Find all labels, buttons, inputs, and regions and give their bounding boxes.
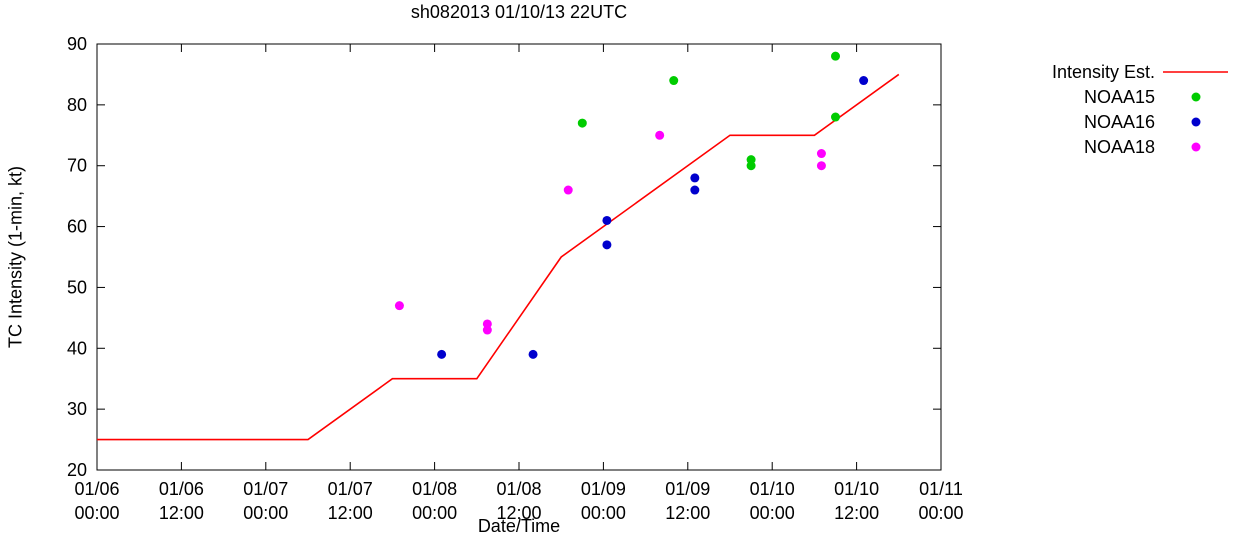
plot-border — [96, 43, 942, 471]
y-tick-label: 50 — [67, 277, 87, 297]
legend-label-intensity-est-: Intensity Est. — [1052, 62, 1155, 82]
x-tick-date: 01/06 — [159, 479, 204, 499]
x-tick-date: 01/08 — [412, 479, 457, 499]
x-tick-time: 12:00 — [665, 503, 710, 523]
x-tick-time: 12:00 — [834, 503, 879, 523]
y-tick-label: 20 — [67, 460, 87, 480]
series-points-noaa16 — [437, 76, 869, 359]
legend-label-noaa15: NOAA15 — [1084, 87, 1155, 107]
legend-dot-sample — [1191, 142, 1201, 152]
axis-ticks — [96, 43, 942, 471]
series-points-noaa15 — [577, 51, 840, 171]
y-tick-label: 90 — [67, 34, 87, 54]
y-tick-label: 70 — [67, 156, 87, 176]
y-tick-label: 30 — [67, 399, 87, 419]
x-tick-time: 00:00 — [581, 503, 626, 523]
x-tick-time: 00:00 — [412, 503, 457, 523]
x-tick-date: 01/06 — [74, 479, 119, 499]
x-tick-date: 01/10 — [834, 479, 879, 499]
y-tick-label: 80 — [67, 95, 87, 115]
y-tick-label: 40 — [67, 338, 87, 358]
legend-label-noaa16: NOAA16 — [1084, 112, 1155, 132]
x-tick-date: 01/10 — [750, 479, 795, 499]
x-tick-date: 01/08 — [496, 479, 541, 499]
legend-dot-sample — [1191, 92, 1201, 102]
x-tick-date: 01/07 — [243, 479, 288, 499]
x-tick-labels: 01/06 00:00 01/06 12:00 01/07 00:00 01/07 12:00… — [74, 479, 963, 523]
y-tick-labels: 20 30 40 50 60 70 80 90 — [67, 34, 87, 480]
y-tick-label: 60 — [67, 217, 87, 237]
x-axis-label: Date/Time — [477, 516, 561, 536]
x-tick-time: 12:00 — [328, 503, 373, 523]
x-tick-time: 00:00 — [243, 503, 288, 523]
legend-dot-sample — [1191, 117, 1201, 127]
x-tick-date: 01/07 — [328, 479, 373, 499]
chart-title: sh082013 01/10/13 22UTC — [410, 2, 628, 22]
x-tick-date: 01/11 — [919, 479, 963, 499]
x-tick-time: 00:00 — [74, 503, 119, 523]
x-tick-date: 01/09 — [665, 479, 710, 499]
legend: Intensity Est. NOAA15 NOAA16 NOAA18 — [1052, 62, 1228, 157]
series-line-intensity-est- — [97, 73, 900, 441]
x-tick-time: 12:00 — [159, 503, 204, 523]
x-tick-date: 01/09 — [581, 479, 626, 499]
x-tick-time: 00:00 — [750, 503, 795, 523]
legend-label-noaa18: NOAA18 — [1084, 137, 1155, 157]
x-tick-time: 12:00 — [496, 503, 541, 523]
series-points-noaa18 — [394, 130, 826, 335]
x-tick-time: 00:00 — [918, 503, 963, 523]
